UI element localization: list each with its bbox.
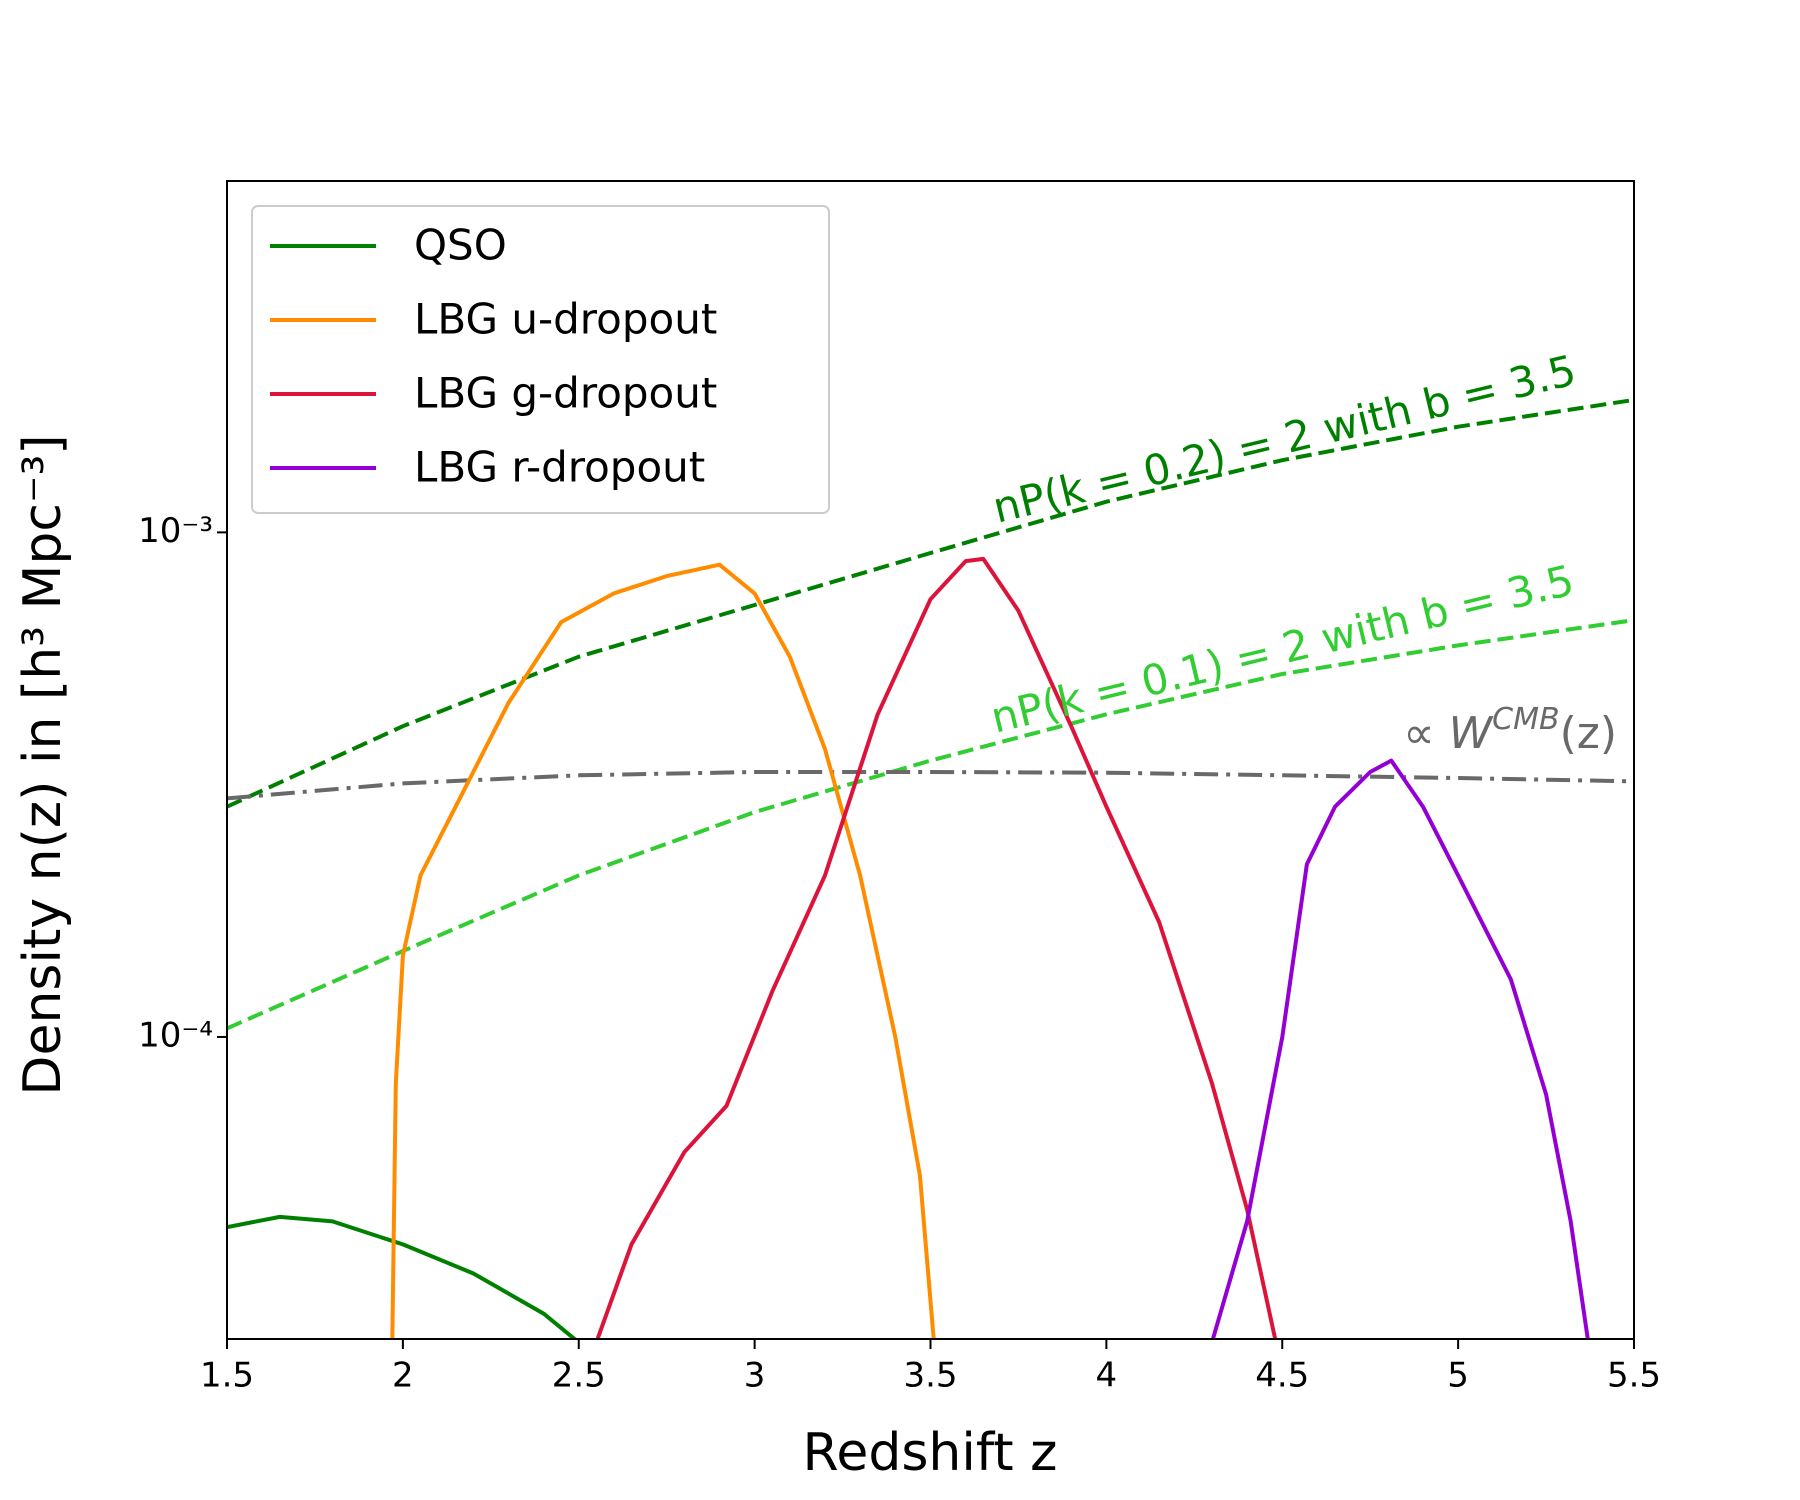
x-tick-label: 1.5	[200, 1356, 254, 1396]
reference-line	[227, 618, 1634, 1031]
annotation-part: CMB	[1492, 702, 1559, 737]
legend-label: LBG g-dropout	[414, 369, 717, 418]
legend-label: LBG r-dropout	[414, 443, 705, 492]
legend-label: LBG u-dropout	[414, 295, 717, 344]
annotation: nP(k = 0.2) = 2 with b = 3.5	[988, 346, 1580, 533]
reference-line	[227, 770, 1634, 801]
annotation-part: (z)	[1560, 708, 1617, 759]
y-tick-label: 10⁻³	[138, 511, 213, 551]
x-tick-label: 3.5	[903, 1356, 957, 1396]
x-tick-label: 5.5	[1607, 1356, 1661, 1396]
series-line	[595, 556, 1278, 1339]
y-tick-label: 10⁻⁴	[138, 1015, 213, 1055]
legend-box	[251, 205, 830, 514]
x-axis-label: Redshift z	[803, 1423, 1058, 1483]
annotation: ∝ WCMB(z)	[1403, 702, 1617, 760]
reference-line	[227, 397, 1634, 809]
x-tick-label: 2.5	[552, 1356, 606, 1396]
series-line	[227, 1214, 578, 1339]
series-line	[1210, 758, 1590, 1339]
plot-area	[227, 397, 1634, 1339]
series-line	[390, 562, 936, 1339]
legend-label: QSO	[414, 221, 507, 270]
x-tick-label: 3	[744, 1356, 766, 1396]
annotation-part: ∝ W	[1403, 708, 1493, 759]
x-tick-label: 2	[392, 1356, 414, 1396]
y-axis-label: Density n(z) in [h³ Mpc⁻³]	[13, 434, 73, 1095]
x-tick-label: 4.5	[1255, 1356, 1309, 1396]
x-tick-label: 4	[1096, 1356, 1118, 1396]
x-tick-label: 5	[1447, 1356, 1469, 1396]
